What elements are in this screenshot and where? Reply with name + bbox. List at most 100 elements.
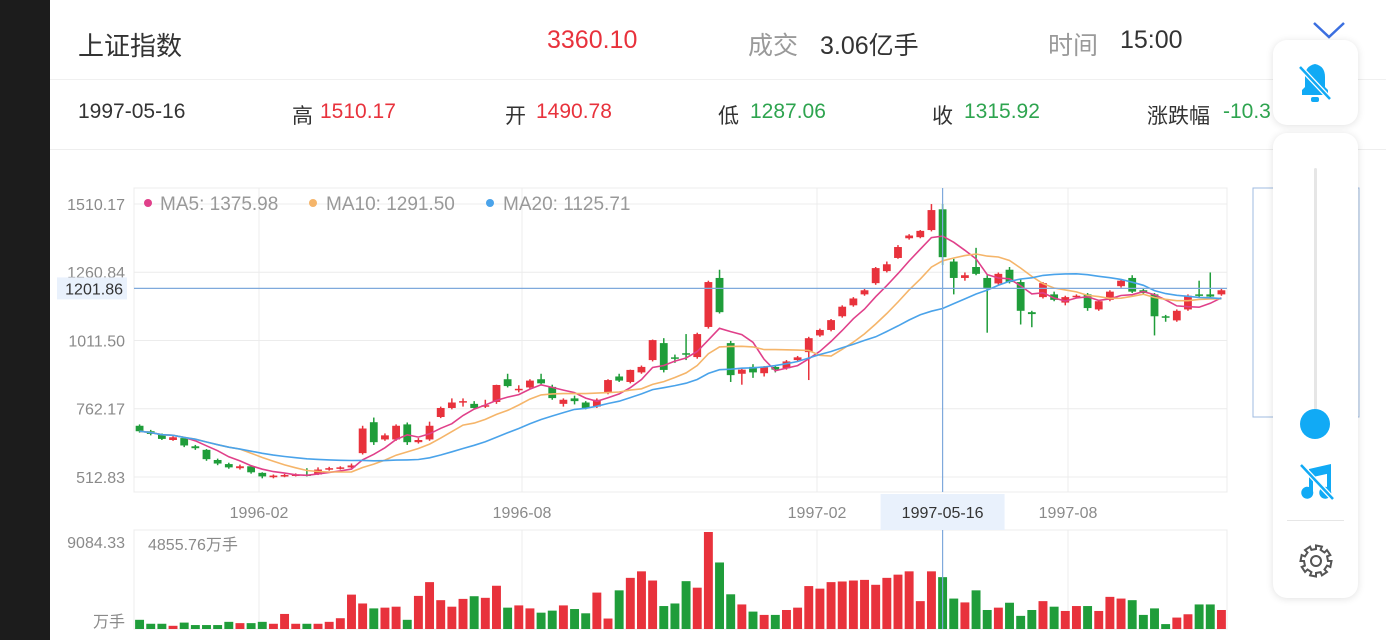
candle	[224, 462, 233, 469]
candle	[447, 398, 456, 410]
volume-bar	[614, 590, 624, 629]
volume-bar	[135, 619, 145, 629]
candle	[760, 366, 769, 377]
candle-body	[1128, 277, 1137, 292]
ma10-legend: MA10: 1291.50	[326, 194, 455, 215]
volume-bar	[637, 571, 646, 629]
candle	[1117, 279, 1125, 288]
ma20-line	[139, 272, 1222, 462]
candle-body	[447, 402, 456, 408]
date-tick-label: 1996-02	[230, 505, 289, 522]
crosshair-date-bg	[880, 494, 1005, 530]
volume-bar	[781, 609, 791, 629]
candle	[537, 373, 545, 385]
volume-bar	[436, 600, 446, 629]
slider-track[interactable]	[1314, 168, 1317, 425]
candle	[1172, 309, 1181, 322]
time-label: 时间	[1048, 32, 1099, 60]
candle-body	[1105, 291, 1114, 300]
candle	[882, 261, 891, 273]
candle	[258, 472, 267, 479]
volume-bar	[815, 588, 825, 629]
candle	[637, 365, 646, 374]
candle-body	[1083, 294, 1092, 309]
candle-body	[804, 338, 813, 353]
tool-panel	[1273, 133, 1358, 598]
candle	[280, 473, 289, 478]
volume-label: 成交	[748, 32, 799, 60]
chevron-down-icon[interactable]	[1311, 18, 1347, 40]
volume-bar	[558, 605, 568, 629]
alert-toggle-button[interactable]	[1273, 40, 1358, 125]
candle-body	[882, 264, 891, 272]
candle-body	[615, 376, 624, 381]
volume-bar	[603, 618, 613, 629]
candle-body	[671, 357, 679, 359]
candle	[726, 340, 735, 382]
volume-bar	[904, 571, 914, 629]
music-off-icon[interactable]	[1295, 461, 1337, 503]
candle	[1184, 294, 1192, 311]
volume-bar	[625, 577, 635, 629]
candle	[960, 272, 969, 281]
candle-body	[737, 369, 746, 374]
volume-bar	[1172, 617, 1182, 629]
volume-bar	[837, 581, 847, 629]
chart-legend: MA5: 1375.98 MA10: 1291.50 MA20: 1125.71	[144, 194, 630, 215]
candle-body	[960, 275, 969, 278]
volume-bars	[135, 532, 1226, 629]
candle	[793, 355, 802, 362]
candle-body	[905, 235, 914, 239]
volume-unit: 万手	[93, 613, 125, 631]
candle-body	[1027, 312, 1036, 315]
volume-bar	[1038, 601, 1048, 629]
candle	[503, 373, 512, 388]
high-label: 高	[292, 105, 313, 128]
candle-body	[972, 267, 980, 274]
candle-body	[325, 468, 334, 470]
candle	[459, 398, 467, 407]
candle	[325, 466, 334, 471]
gear-icon[interactable]	[1297, 542, 1335, 580]
volume-bar	[726, 594, 736, 629]
volume-bar	[926, 571, 936, 629]
candle-body	[1072, 295, 1081, 298]
volume-bar	[168, 625, 178, 629]
candle-body	[1184, 295, 1192, 310]
close-value: 1315.92	[964, 100, 1040, 123]
volume-bar	[648, 580, 658, 629]
volume-bar	[1049, 606, 1059, 629]
candle	[659, 338, 668, 373]
candle-body	[1039, 283, 1047, 298]
candle	[983, 275, 992, 333]
candle	[648, 339, 657, 362]
volume-bar	[1027, 609, 1037, 629]
candle-body	[514, 388, 523, 391]
volume-bar	[1194, 604, 1204, 629]
candle-body	[927, 210, 936, 231]
candle	[1050, 291, 1059, 302]
candle	[269, 474, 278, 479]
candle-body	[816, 329, 824, 336]
slider-knob[interactable]	[1300, 409, 1330, 439]
candle-body	[648, 340, 657, 361]
volume-bar	[804, 586, 814, 629]
candle-body	[202, 449, 211, 460]
volume-bar	[525, 608, 535, 629]
volume-bar	[960, 602, 970, 629]
volume-bar	[1094, 610, 1104, 629]
candle-body	[436, 407, 445, 418]
volume-bar	[291, 623, 301, 629]
candle-body	[157, 433, 166, 439]
candle	[827, 319, 835, 332]
price-tick-label: 1510.17	[67, 197, 125, 214]
crosshair-price-label: 1201.86	[65, 281, 123, 298]
ma10-line	[139, 253, 1222, 473]
volume-value: 3.06亿手	[820, 32, 919, 60]
candle-body	[626, 369, 635, 382]
candle	[403, 422, 412, 445]
volume-bar	[1116, 598, 1126, 629]
date-tick-label: 1997-08	[1039, 505, 1098, 522]
ma5-line	[139, 235, 1222, 477]
